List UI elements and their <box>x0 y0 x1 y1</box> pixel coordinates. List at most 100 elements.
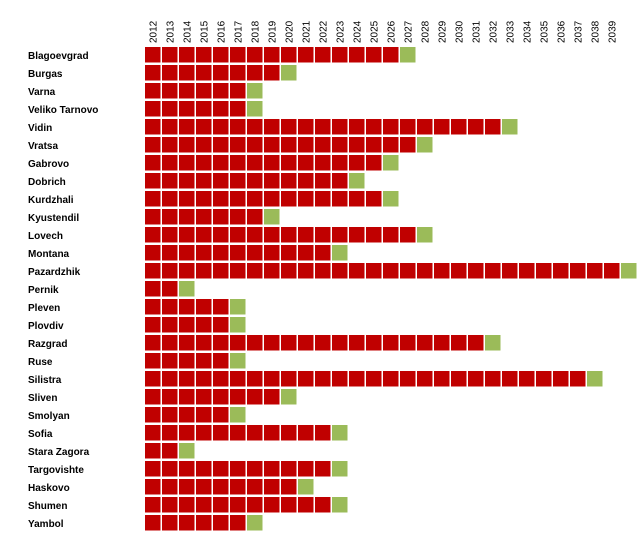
heatmap-cell-red <box>162 335 178 351</box>
heatmap-cell-red <box>434 263 450 279</box>
heatmap-cell-red <box>230 425 246 441</box>
heatmap-cell-red <box>281 227 297 243</box>
heatmap-cell-red <box>264 263 280 279</box>
heatmap-cell-red <box>145 65 161 81</box>
row-label: Burgas <box>28 69 63 80</box>
heatmap-cell-red <box>196 497 212 513</box>
heatmap-cell-red <box>213 227 229 243</box>
heatmap-cell-red <box>349 47 365 63</box>
heatmap-cell-red <box>468 335 484 351</box>
heatmap-cell-red <box>281 173 297 189</box>
heatmap-cell-green <box>621 263 637 279</box>
heatmap-cell-red <box>213 479 229 495</box>
heatmap-cell-red <box>162 47 178 63</box>
row-label: Targovishte <box>28 465 84 476</box>
heatmap-cell-red <box>264 47 280 63</box>
heatmap-cell-red <box>451 335 467 351</box>
heatmap-cell-red <box>264 245 280 261</box>
heatmap-cell-red <box>417 263 433 279</box>
heatmap-cell-red <box>145 263 161 279</box>
row-label: Vidin <box>28 123 52 134</box>
heatmap-cell-red <box>264 227 280 243</box>
heatmap-cell-red <box>315 155 331 171</box>
heatmap-cell-red <box>230 335 246 351</box>
x-tick-label: 2029 <box>437 20 448 43</box>
heatmap-cell-red <box>383 119 399 135</box>
x-tick-label: 2036 <box>556 20 567 43</box>
heatmap-cell-red <box>366 371 382 387</box>
heatmap-cell-red <box>179 407 195 423</box>
x-tick-label: 2018 <box>250 20 261 43</box>
heatmap-cell-green <box>230 353 246 369</box>
heatmap-cell-red <box>332 137 348 153</box>
x-tick-label: 2034 <box>522 20 533 43</box>
heatmap-cell-red <box>485 263 501 279</box>
heatmap-cell-red <box>179 209 195 225</box>
heatmap-cell-green <box>281 65 297 81</box>
heatmap-cell-red <box>400 119 416 135</box>
x-tick-label: 2022 <box>318 20 329 43</box>
heatmap-cell-red <box>264 389 280 405</box>
heatmap-cell-red <box>213 263 229 279</box>
heatmap-cell-red <box>162 209 178 225</box>
heatmap-cell-red <box>247 263 263 279</box>
x-tick-label: 2017 <box>233 20 244 43</box>
heatmap-cell-red <box>162 389 178 405</box>
heatmap-cell-red <box>179 65 195 81</box>
heatmap-cell-red <box>264 371 280 387</box>
heatmap-cell-red <box>196 371 212 387</box>
heatmap-cell-green <box>502 119 518 135</box>
heatmap-cell-red <box>179 515 195 531</box>
heatmap-cell-red <box>400 335 416 351</box>
heatmap-cell-red <box>247 371 263 387</box>
heatmap-cell-red <box>230 371 246 387</box>
heatmap-cell-green <box>383 155 399 171</box>
heatmap-cell-red <box>196 173 212 189</box>
heatmap-cell-red <box>196 65 212 81</box>
heatmap-cell-red <box>196 209 212 225</box>
heatmap-cell-red <box>468 371 484 387</box>
heatmap-cell-red <box>196 245 212 261</box>
heatmap-cell-red <box>519 371 535 387</box>
heatmap-cell-red <box>230 389 246 405</box>
heatmap-cell-red <box>196 335 212 351</box>
heatmap-cell-red <box>570 371 586 387</box>
heatmap-cell-green <box>332 245 348 261</box>
heatmap-cell-red <box>349 263 365 279</box>
x-tick-label: 2012 <box>148 20 159 43</box>
row-label: Lovech <box>28 231 63 242</box>
heatmap-cell-red <box>298 47 314 63</box>
heatmap-cell-red <box>366 263 382 279</box>
heatmap-cell-red <box>162 371 178 387</box>
heatmap-cell-red <box>230 479 246 495</box>
heatmap-cell-red <box>213 335 229 351</box>
heatmap-cell-red <box>179 47 195 63</box>
heatmap-cell-red <box>162 83 178 99</box>
heatmap-cell-red <box>145 353 161 369</box>
heatmap-cell-red <box>145 155 161 171</box>
row-label: Dobrich <box>28 177 66 188</box>
x-tick-label: 2028 <box>420 20 431 43</box>
heatmap-cell-red <box>247 191 263 207</box>
row-label: Shumen <box>28 501 67 512</box>
row-label: Blagoevgrad <box>28 51 89 62</box>
heatmap-cell-red <box>196 191 212 207</box>
heatmap-cell-red <box>298 191 314 207</box>
heatmap-cell-green <box>400 47 416 63</box>
heatmap-cell-red <box>264 155 280 171</box>
heatmap-cell-red <box>315 497 331 513</box>
heatmap-cell-red <box>247 479 263 495</box>
heatmap-cell-red <box>230 47 246 63</box>
heatmap-cell-red <box>553 263 569 279</box>
heatmap-cell-red <box>485 119 501 135</box>
heatmap-cell-red <box>298 227 314 243</box>
heatmap-cell-red <box>298 137 314 153</box>
heatmap-cell-red <box>162 65 178 81</box>
heatmap-cell-red <box>230 173 246 189</box>
heatmap-cell-red <box>332 155 348 171</box>
heatmap-cell-red <box>553 371 569 387</box>
heatmap-cell-red <box>230 209 246 225</box>
heatmap-cell-red <box>213 245 229 261</box>
heatmap-cell-red <box>230 137 246 153</box>
heatmap-cell-red <box>485 371 501 387</box>
